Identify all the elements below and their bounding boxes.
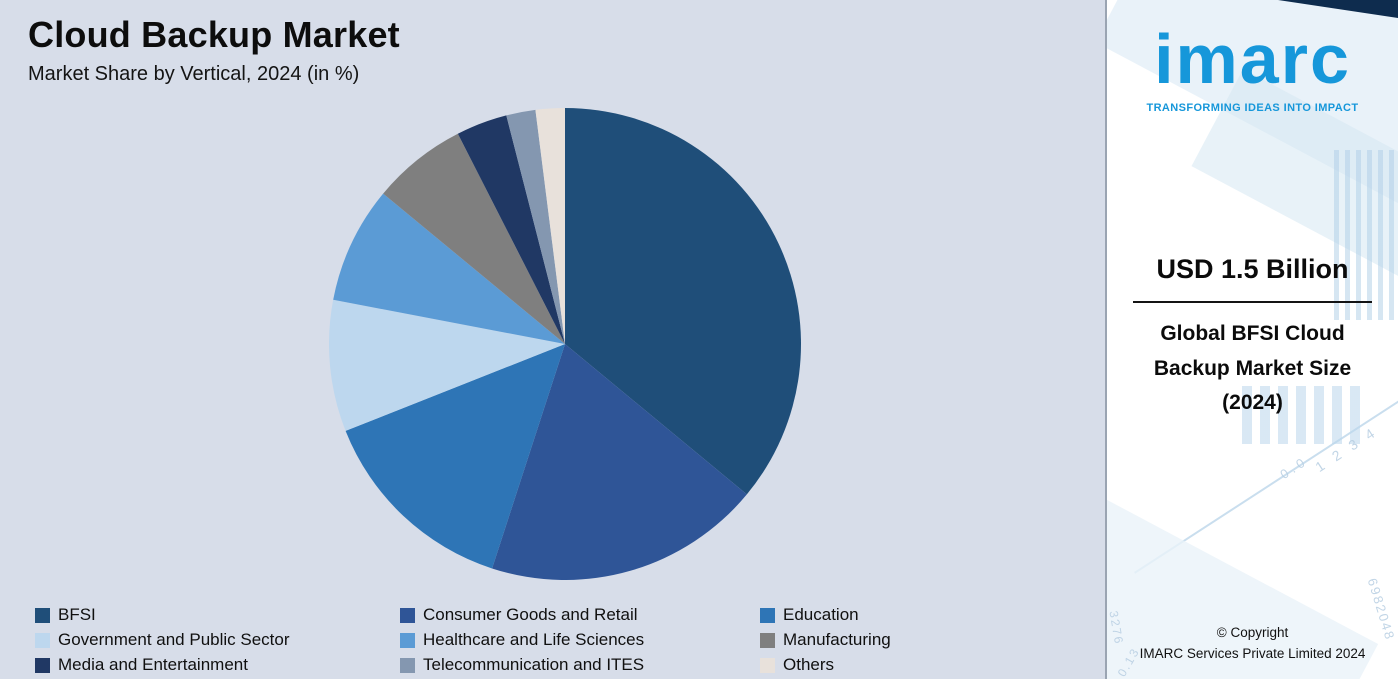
legend-swatch [760, 657, 775, 673]
legend-item: Consumer Goods and Retail [400, 603, 760, 627]
pie-slice-media-and-entertainment [457, 115, 565, 344]
sidebar: 1 2 3 4 0.0 6982048 0.13 3276 imarc TRAN… [1105, 0, 1398, 679]
legend-label: BFSI [58, 605, 96, 624]
legend-label: Healthcare and Life Sciences [423, 630, 645, 649]
legend-item: Telecommunication and ITES [400, 653, 760, 677]
legend-label: Others [783, 655, 835, 674]
legend-swatch [760, 632, 775, 648]
pie-slice-telecommunication-and-ites [505, 109, 565, 344]
decorative-corner [1278, 0, 1398, 18]
imarc-logo-tagline: TRANSFORMING IDEAS INTO IMPACT [1146, 102, 1359, 114]
decorative-minichart [1242, 386, 1362, 444]
legend-label: Media and Entertainment [58, 655, 248, 674]
legend-label: Education [783, 605, 859, 624]
legend-item: Education [760, 603, 1097, 627]
legend-swatch [35, 607, 50, 623]
imarc-logo-text: imarc [1154, 20, 1351, 98]
legend-item: Media and Entertainment [35, 653, 400, 677]
pie-slice-government-and-public-sector [328, 299, 565, 431]
legend-label: Consumer Goods and Retail [423, 605, 638, 624]
legend-item: Government and Public Sector [35, 628, 400, 652]
legend-item: Others [760, 653, 1097, 677]
page-subtitle: Market Share by Vertical, 2024 (in %) [28, 63, 360, 85]
legend-label: Telecommunication and ITES [423, 655, 645, 674]
legend-item: BFSI [35, 603, 400, 627]
legend-item: Healthcare and Life Sciences [400, 628, 760, 652]
market-size-block: USD 1.5 Billion Global BFSI Cloud Backup… [1107, 254, 1398, 421]
chart-legend: BFSI Consumer Goods and Retail Education Go… [35, 603, 1097, 677]
legend-swatch [35, 632, 50, 648]
legend-item: Manufacturing [760, 628, 1097, 652]
pie-chart [328, 108, 801, 580]
legend-label: Government and Public Sector [58, 630, 290, 649]
copyright: © Copyright IMARC Services Private Limit… [1107, 623, 1398, 665]
watermark-text: 0.0 [1277, 453, 1311, 482]
pie-slice-manufacturing [382, 133, 565, 344]
copyright-line2: IMARC Services Private Limited 2024 [1139, 646, 1366, 662]
decorative-bars [1334, 150, 1394, 320]
legend-label: Manufacturing [783, 630, 891, 649]
page-title: Cloud Backup Market [28, 14, 400, 55]
legend-swatch [35, 657, 50, 673]
legend-swatch [400, 657, 415, 673]
pie-slice-healthcare-and-life-sciences [332, 193, 565, 344]
pie-slice-others [534, 108, 565, 344]
copyright-line1: © Copyright [1216, 625, 1289, 641]
pie-slice-education [345, 344, 565, 569]
legend-swatch [760, 607, 775, 623]
pie-slice-consumer-goods-and-retail [491, 344, 747, 580]
chart-area: Cloud Backup Market Market Share by Vert… [0, 0, 1105, 679]
imarc-logo: imarc TRANSFORMING IDEAS INTO IMPACT [1107, 24, 1398, 114]
legend-swatch [400, 607, 415, 623]
legend-swatch [400, 632, 415, 648]
market-size-label: Global BFSI Cloud Backup Market Size (20… [1153, 322, 1352, 415]
divider [1133, 301, 1372, 303]
market-size-value: USD 1.5 Billion [1156, 254, 1349, 284]
chart-header: Cloud Backup Market Market Share by Vert… [28, 14, 400, 86]
pie-slice-bfsi [564, 108, 801, 495]
